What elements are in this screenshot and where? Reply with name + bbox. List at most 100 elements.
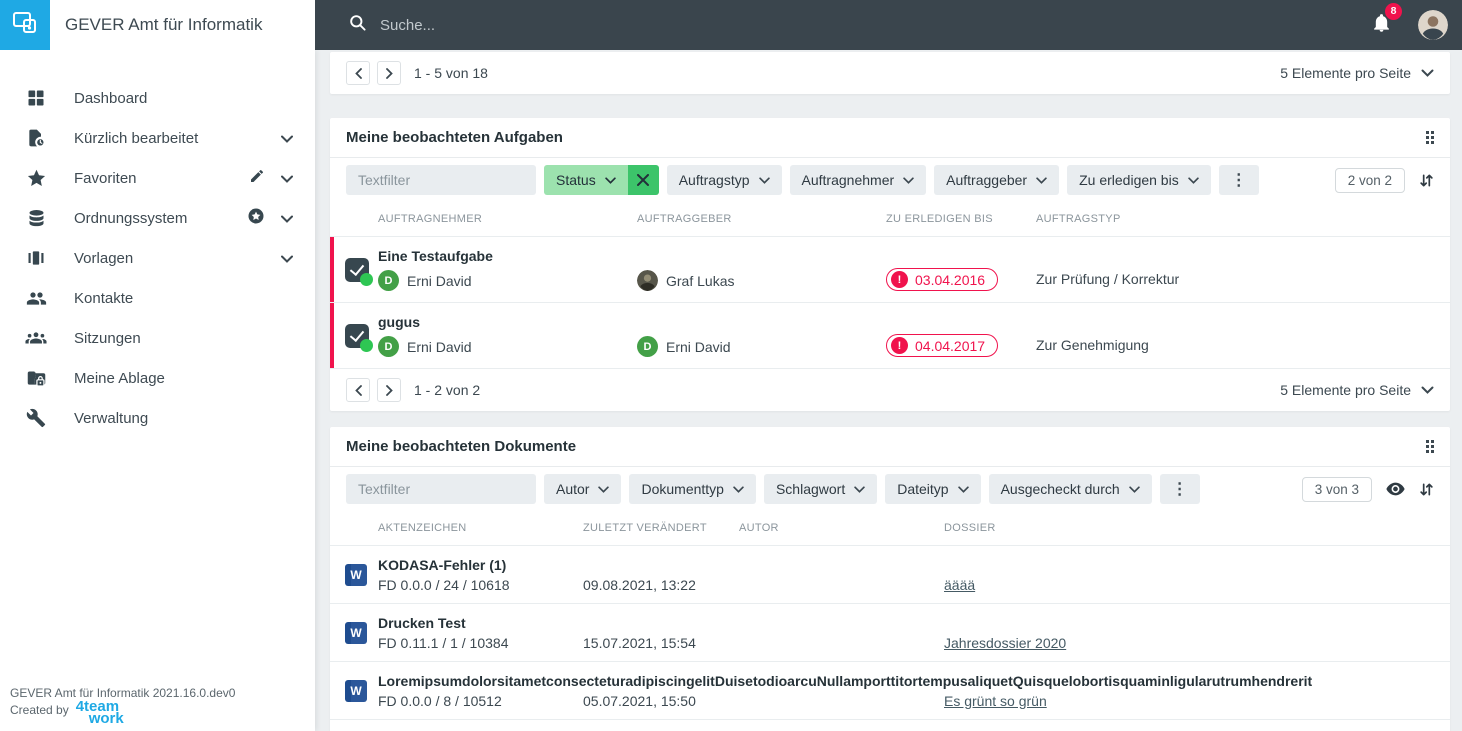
star-circle-icon[interactable] [247, 207, 265, 229]
chevron-down-icon[interactable] [281, 210, 293, 227]
per-page-select[interactable]: 5 Elemente pro Seite [1280, 382, 1434, 398]
notifications-button[interactable]: 8 [1371, 2, 1402, 39]
sidebar-item-label: Dashboard [74, 89, 148, 107]
document-row[interactable]: W Loremipsumdolorsitametconsecteturadipi… [330, 661, 1450, 719]
chevron-down-icon [1187, 176, 1199, 184]
notification-count-badge: 8 [1385, 2, 1402, 20]
topbar-left: GEVER Amt für Informatik [0, 0, 315, 50]
task-row[interactable]: Eine Testaufgabe D Erni David Graf Lukas [330, 236, 1450, 302]
page-title: GEVER Amt für Informatik [65, 15, 263, 34]
chevron-down-icon [1421, 386, 1434, 394]
tasks-textfilter-input[interactable] [346, 165, 536, 195]
dokumenttyp-filter-chip[interactable]: Dokumenttyp [629, 474, 756, 504]
chevron-down-icon [1421, 69, 1434, 77]
dateityp-filter-chip[interactable]: Dateityp [885, 474, 981, 504]
sidebar-item-label: Kontakte [74, 289, 134, 307]
sidebar-item-dashboard[interactable]: Dashboard [0, 78, 315, 118]
column-header: AUFTRAGGEBER [637, 213, 732, 225]
avatar: D [637, 336, 658, 357]
sidebar-item-vorlagen[interactable]: Vorlagen [0, 238, 315, 278]
dossier-link[interactable]: ääää [944, 576, 976, 593]
autor-filter-chip[interactable]: Autor [544, 474, 622, 504]
ausgecheckt-durch-filter-chip[interactable]: Ausgecheckt durch [988, 474, 1152, 504]
document-title[interactable]: Loremipsumdolorsitametconsecteturadipisc… [378, 672, 1313, 689]
auftraggeber-filter-chip[interactable]: Auftraggeber [934, 165, 1060, 195]
fourteamwork-logo[interactable]: 4team work [75, 698, 124, 727]
search-bar [348, 13, 1371, 37]
overview-pager-strip: 1 - 5 von 18 5 Elemente pro Seite [330, 52, 1450, 94]
tasks-pager: 1 - 2 von 2 5 Elemente pro Seite [330, 368, 1450, 411]
document-row[interactable]: W KODASA-Fehler (1) FD 0.0.0 / 24 / 1061… [330, 545, 1450, 603]
sidebar-item-label: Meine Ablage [74, 369, 165, 387]
gever-logo-icon [11, 9, 39, 42]
main-content: 1 - 5 von 18 5 Elemente pro Seite Meine … [315, 50, 1462, 731]
drag-handle-icon[interactable] [1426, 440, 1434, 453]
edit-favorites-icon[interactable] [249, 168, 265, 188]
sidebar-item-recently-edited[interactable]: Kürzlich bearbeitet [0, 118, 315, 158]
more-filters-button[interactable]: ⋮ [1218, 165, 1259, 195]
schlagwort-filter-chip[interactable]: Schlagwort [763, 474, 878, 504]
document-reference: FD 0.0.0 / 24 / 10618 [378, 576, 510, 593]
per-page-select[interactable]: 5 Elemente pro Seite [1280, 65, 1434, 81]
chevron-down-icon[interactable] [281, 130, 293, 147]
sidebar-item-kontakte[interactable]: Kontakte [0, 278, 315, 318]
more-filters-button[interactable]: ⋮ [1159, 474, 1200, 504]
meetings-icon [25, 327, 47, 349]
sidebar-item-meine-ablage[interactable]: Meine Ablage [0, 358, 315, 398]
document-title[interactable]: KODASA-Fehler (1) [378, 556, 507, 573]
prev-page-button[interactable] [346, 61, 370, 85]
chevron-down-icon [604, 176, 616, 184]
chevron-down-icon[interactable] [281, 170, 293, 187]
dossier-link[interactable]: Jahresdossier 2020 [944, 634, 1067, 651]
drag-handle-icon[interactable] [1426, 131, 1434, 144]
status-filter-chip[interactable]: Status [544, 165, 659, 195]
page-range-label: 1 - 5 von 18 [414, 65, 488, 81]
task-row[interactable]: gugus D Erni David D Erni David ! 04. [330, 302, 1450, 368]
chevron-down-icon [733, 485, 744, 493]
watch-eye-icon[interactable] [1386, 482, 1405, 496]
database-icon [25, 207, 47, 229]
documents-textfilter-input[interactable] [346, 474, 536, 504]
search-input[interactable] [380, 16, 800, 34]
sidebar-item-label: Sitzungen [74, 329, 141, 347]
sort-icon[interactable] [1419, 173, 1434, 188]
document-row[interactable]: W Drucken Test FD 0.11.1 / 1 / 10384 15.… [330, 603, 1450, 661]
document-title[interactable]: Drucken Test [378, 614, 466, 631]
zu-erledigen-bis-filter-chip[interactable]: Zu erledigen bis [1067, 165, 1211, 195]
search-icon [348, 13, 367, 37]
sidebar-item-label: Ordnungssystem [74, 209, 188, 227]
page-range-label: 1 - 2 von 2 [414, 382, 481, 398]
word-document-icon: W [345, 563, 367, 586]
avatar: D [378, 336, 399, 357]
sidebar-item-sitzungen[interactable]: Sitzungen [0, 318, 315, 358]
documents-panel-title: Meine beobachteten Dokumente [346, 438, 577, 455]
prev-page-button[interactable] [346, 378, 370, 402]
dossier-link[interactable]: Es grünt so grün [944, 692, 1047, 709]
document-clock-icon [25, 127, 47, 149]
auftragstyp-filter-chip[interactable]: Auftragstyp [666, 165, 782, 195]
next-page-button[interactable] [377, 61, 401, 85]
dashboard-icon [25, 87, 47, 109]
task-type: Zur Prüfung / Korrektur [1036, 271, 1180, 287]
auftragnehmer-filter-chip[interactable]: Auftragnehmer [789, 165, 927, 195]
sidebar-item-verwaltung[interactable]: Verwaltung [0, 398, 315, 438]
app-logo[interactable] [0, 0, 50, 50]
clear-status-filter-button[interactable] [627, 165, 659, 195]
next-page-button[interactable] [377, 378, 401, 402]
task-title[interactable]: Eine Testaufgabe [378, 248, 493, 264]
tasks-table-header: AUFTRAGNEHMER AUFTRAGGEBER ZU ERLEDIGEN … [330, 202, 1450, 236]
wrench-icon [25, 407, 47, 429]
sort-icon[interactable] [1419, 482, 1434, 497]
responsible-name: Erni David [407, 272, 472, 289]
sidebar-item-label: Vorlagen [74, 249, 134, 267]
sidebar-item-favorites[interactable]: Favoriten [0, 158, 315, 198]
chevron-down-icon[interactable] [281, 250, 293, 267]
column-header: AUFTRAGSTYP [1036, 213, 1121, 225]
task-title[interactable]: gugus [378, 314, 420, 330]
chevron-down-icon [903, 176, 914, 184]
chevron-down-icon [854, 485, 865, 493]
user-avatar[interactable] [1418, 10, 1448, 40]
documents-filter-row: Autor Dokumenttyp Schlagwort Dateityp Au… [330, 467, 1450, 511]
sidebar-item-ordnungssystem[interactable]: Ordnungssystem [0, 198, 315, 238]
documents-pager [330, 719, 1450, 731]
